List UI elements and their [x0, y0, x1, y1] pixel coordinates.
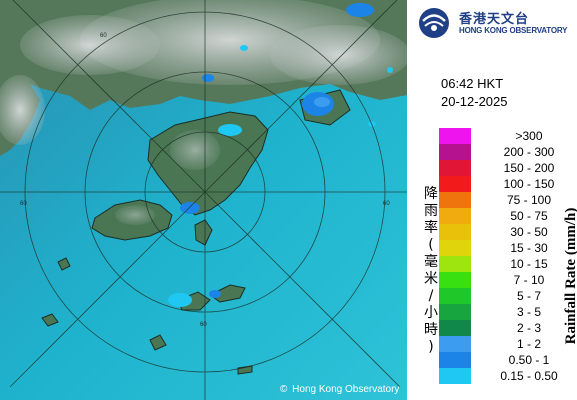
legend-label: 75 - 100 [506, 193, 552, 207]
observation-time: 06:42 HKT [441, 76, 504, 91]
legend-item: 1 - 2 [439, 336, 577, 352]
cloud-cover [170, 130, 220, 170]
legend-item: 7 - 10 [439, 272, 577, 288]
legend-swatch [439, 176, 471, 192]
legend-item: 150 - 200 [439, 160, 577, 176]
legend-swatch [439, 160, 471, 176]
hko-logo[interactable]: 香港天文台 HONG KONG OBSERVATORY [415, 4, 575, 44]
island [57, 257, 71, 271]
range-label: 60 [383, 201, 390, 207]
legend-swatch [439, 336, 471, 352]
legend-label: 1 - 2 [516, 337, 541, 351]
legend-swatch [439, 352, 471, 368]
legend-swatch [439, 208, 471, 224]
radar-map-canvas: 60 60 60 60 [0, 0, 407, 400]
legend-label: >300 [515, 129, 543, 143]
range-label: 60 [20, 201, 27, 207]
observation-date: 20-12-2025 [441, 94, 508, 109]
legend-item: 0.15 - 0.50 [439, 368, 577, 384]
island [41, 313, 59, 327]
legend-swatch [439, 272, 471, 288]
org-name-en: HONG KONG OBSERVATORY [459, 26, 568, 35]
legend-item: 15 - 30 [439, 240, 577, 256]
legend-item: 2 - 3 [439, 320, 577, 336]
range-label: 60 [100, 33, 107, 39]
cloud-cover [0, 75, 45, 145]
legend-item: 5 - 7 [439, 288, 577, 304]
legend-item: 0.50 - 1 [439, 352, 577, 368]
legend-label: 30 - 50 [510, 225, 548, 239]
cloud-cover [115, 205, 155, 225]
legend-swatch [439, 128, 471, 144]
legend-label: 7 - 10 [513, 273, 545, 287]
island [149, 334, 167, 351]
cloud-cover [20, 15, 160, 75]
legend-item: 50 - 75 [439, 208, 577, 224]
range-label: 60 [200, 322, 207, 328]
legend-label: 50 - 75 [510, 209, 548, 223]
copyright-icon: © [280, 384, 288, 395]
legend-label: 100 - 150 [503, 177, 555, 191]
range-rings [0, 0, 407, 400]
org-name-cn: 香港天文台 [459, 12, 530, 27]
cloud-cover [270, 25, 407, 85]
copyright-text: Hong Kong Observatory [292, 384, 400, 395]
lamma-island [194, 219, 213, 246]
legend-label: 150 - 200 [503, 161, 555, 175]
legend-title-en: Rainfall Rate (mm/h) [563, 207, 577, 345]
legend-swatch [439, 288, 471, 304]
legend-item: 100 - 150 [439, 176, 577, 192]
radar-map[interactable]: 60 60 60 60 © Hong Kong Observatory [0, 0, 407, 400]
rainfall-echoes [168, 3, 393, 307]
info-panel: 香港天文台 HONG KONG OBSERVATORY 06:42 HKT 20… [407, 0, 577, 400]
legend-swatch [439, 256, 471, 272]
legend-swatch [439, 368, 471, 384]
legend-swatch [439, 144, 471, 160]
legend-label: 5 - 7 [516, 289, 541, 303]
legend-label: 200 - 300 [503, 145, 555, 159]
hko-emblem-icon [419, 8, 449, 38]
legend-label: 10 - 15 [510, 257, 548, 271]
legend-item: 3 - 5 [439, 304, 577, 320]
legend-swatch [439, 240, 471, 256]
legend-label: 15 - 30 [510, 241, 548, 255]
legend-label: 0.15 - 0.50 [500, 369, 558, 383]
legend-swatch [439, 320, 471, 336]
legend-swatch [439, 192, 471, 208]
island [209, 284, 246, 303]
legend-swatch [439, 304, 471, 320]
legend-item: 75 - 100 [439, 192, 577, 208]
legend-label: 0.50 - 1 [508, 353, 550, 367]
legend-item: >300 [439, 128, 577, 144]
legend-item: 10 - 15 [439, 256, 577, 272]
legend-label: 2 - 3 [516, 321, 541, 335]
legend-label: 3 - 5 [516, 305, 541, 319]
legend-title-cn: 降雨率(毫米 / 小時) [424, 186, 438, 355]
copyright-notice: © Hong Kong Observatory [278, 384, 399, 395]
legend-item: 30 - 50 [439, 224, 577, 240]
legend-swatch [439, 224, 471, 240]
legend-item: 200 - 300 [439, 144, 577, 160]
